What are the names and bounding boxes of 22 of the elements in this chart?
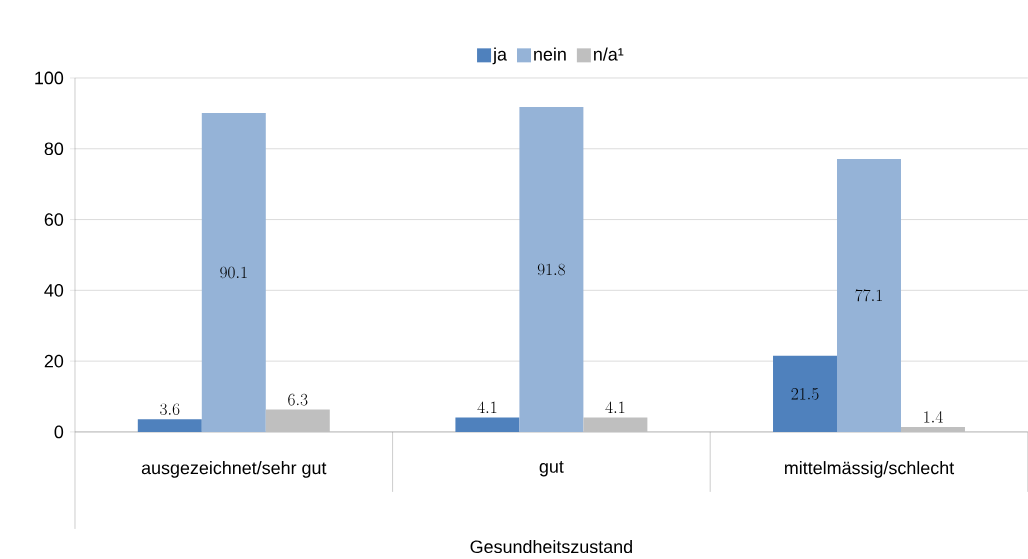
legend-label: ja (492, 47, 507, 65)
data-label: 90. 1 (220, 266, 247, 279)
data-label: 91 .8 (537, 263, 565, 276)
legend-label: n/a¹ (594, 47, 624, 61)
data-label: 4. 1 (477, 401, 497, 413)
y-tick-label: 100 (35, 71, 64, 85)
data-label: 4. 1 (605, 401, 625, 413)
y-tick-label: 80 (44, 142, 64, 156)
y-tick-label: 0 (54, 425, 64, 439)
x-tick-label: mittelmässig/schlecht (785, 461, 955, 478)
data-label: 21 .5 (791, 388, 819, 400)
data-label: 6.3 (288, 393, 308, 406)
x-tick-label: gut (539, 461, 564, 477)
y-tick-label: 40 (44, 283, 64, 297)
legend-label: nein (534, 47, 566, 61)
data-label: 1 .4 (924, 411, 943, 423)
data-label: 3.6 (160, 403, 180, 416)
data-label: 77. 1 (855, 289, 882, 302)
x-axis-title: Gesundheitszustand (470, 539, 632, 554)
y-tick-label: 60 (44, 213, 64, 226)
x-tick-label: ausgezeichnet/sehr gut (141, 461, 327, 478)
y-tick-label: 20 (44, 354, 64, 368)
